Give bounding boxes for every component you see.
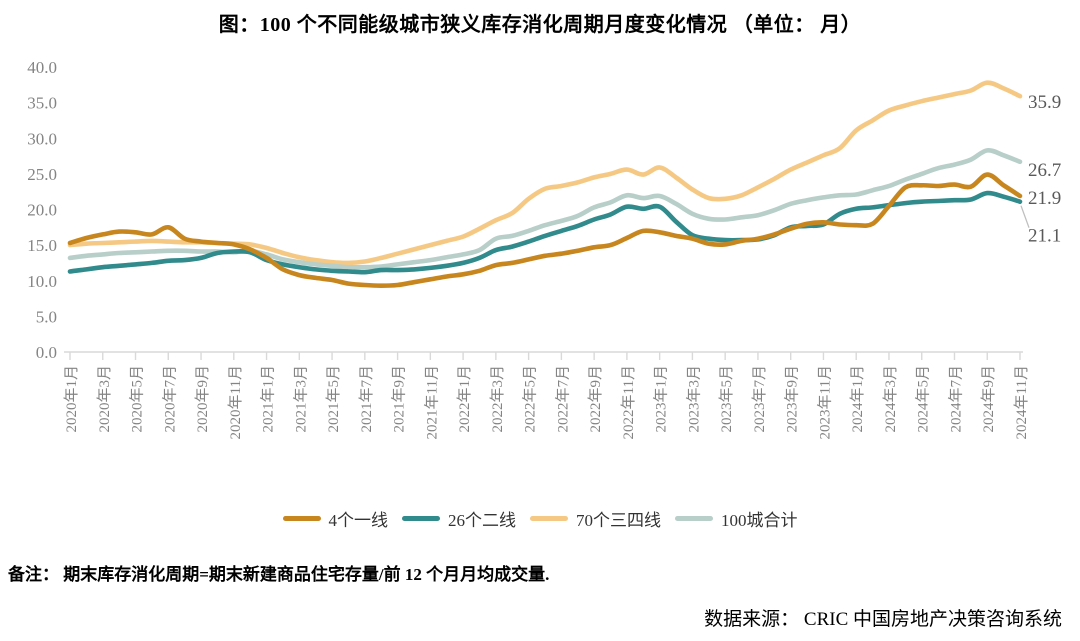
chart-footnote: 备注： 期末库存消化周期=期末新建商品住宅存量/前 12 个月月均成交量. — [8, 565, 550, 584]
x-axis-tick-label: 2024年9月 — [980, 365, 997, 433]
legend-item-tier1: 4个一线 — [282, 506, 389, 531]
legend-item-tier2: 26个二线 — [402, 506, 516, 531]
x-axis-tick-label: 2022年9月 — [587, 365, 604, 433]
legend-swatch-tier2 — [402, 516, 440, 521]
x-axis-tick-label: 2021年3月 — [292, 365, 309, 433]
x-axis-tick-label: 2020年7月 — [161, 365, 178, 433]
x-axis-tick-label: 2024年1月 — [849, 365, 866, 433]
legend-swatch-tier34 — [530, 516, 568, 521]
end-label-leader-line — [1020, 205, 1030, 228]
legend-label-tier2: 26个二线 — [448, 511, 516, 530]
y-axis-tick-label: 5.0 — [36, 307, 57, 326]
legend-label-tier1: 4个一线 — [328, 511, 389, 530]
x-axis-tick-label: 2020年11月 — [227, 365, 244, 439]
x-axis-tick-label: 2022年1月 — [456, 365, 473, 433]
x-axis-tick-label: 2024年11月 — [1013, 365, 1030, 439]
x-axis-tick-label: 2021年1月 — [260, 365, 277, 433]
y-axis-tick-label: 10.0 — [27, 272, 57, 291]
x-axis-tick-label: 2023年11月 — [816, 365, 833, 439]
x-axis-tick-label: 2023年9月 — [784, 365, 801, 433]
x-axis-tick-label: 2020年5月 — [129, 365, 146, 433]
y-axis-tick-label: 0.0 — [36, 343, 57, 362]
data-source: 数据来源： CRIC 中国房地产决策咨询系统 — [704, 609, 1062, 630]
y-axis-tick-label: 15.0 — [27, 236, 57, 255]
legend-label-total100: 100城合计 — [721, 511, 798, 530]
x-axis-tick-label: 2022年11月 — [620, 365, 637, 439]
x-axis-tick-label: 2020年3月 — [96, 365, 113, 433]
x-axis-tick-label: 2023年1月 — [653, 365, 670, 433]
y-axis-tick-label: 20.0 — [27, 201, 57, 220]
x-axis-tick-label: 2020年1月 — [63, 365, 80, 433]
x-axis-tick-label: 2021年9月 — [391, 365, 408, 433]
end-value-label-100城合计: 26.7 — [1028, 160, 1061, 181]
x-axis-tick-label: 2024年5月 — [915, 365, 932, 433]
y-axis-tick-label: 40.0 — [27, 58, 57, 77]
x-axis-tick-label: 2023年7月 — [751, 365, 768, 433]
x-axis-tick-label: 2020年9月 — [194, 365, 211, 433]
end-value-label-70个三四线: 35.9 — [1028, 92, 1061, 113]
y-axis-tick-label: 35.0 — [27, 94, 57, 113]
x-axis-tick-label: 2023年5月 — [718, 365, 735, 433]
y-axis-tick-label: 25.0 — [27, 165, 57, 184]
legend-swatch-tier1 — [282, 516, 321, 521]
x-axis-tick-label: 2022年5月 — [522, 365, 539, 433]
end-value-label-4个一线: 21.9 — [1028, 188, 1061, 209]
legend-item-total100: 100城合计 — [675, 506, 798, 531]
chart-title: 图：100 个不同能级城市狭义库存消化周期月度变化情况 （单位： 月） — [218, 14, 862, 36]
x-axis-tick-label: 2021年5月 — [325, 365, 342, 433]
y-axis-tick-label: 30.0 — [27, 129, 57, 148]
x-axis-tick-label: 2021年11月 — [423, 365, 440, 439]
series-line-4个一线 — [67, 172, 1023, 288]
end-value-label-26个二线: 21.1 — [1028, 226, 1061, 247]
x-axis-tick-label: 2021年7月 — [358, 365, 375, 433]
series-line-26个二线 — [67, 190, 1023, 275]
x-axis-tick-label: 2024年7月 — [947, 365, 964, 433]
legend-item-tier34: 70个三四线 — [530, 506, 661, 531]
x-axis-tick-label: 2022年3月 — [489, 365, 506, 433]
x-axis-tick-label: 2023年3月 — [685, 365, 702, 433]
chart-legend: 4个一线 26个二线 70个三四线 100城合计 — [0, 506, 1080, 531]
x-axis-tick-label: 2024年3月 — [882, 365, 899, 433]
legend-label-tier34: 70个三四线 — [576, 511, 661, 530]
line-chart-canvas: 0.0 5.0 10.0 15.0 20.0 25.0 30.0 35.0 40.0 2020年1… — [27, 58, 1061, 439]
legend-swatch-total100 — [675, 516, 713, 521]
x-axis-tick-label: 2022年7月 — [554, 365, 571, 433]
